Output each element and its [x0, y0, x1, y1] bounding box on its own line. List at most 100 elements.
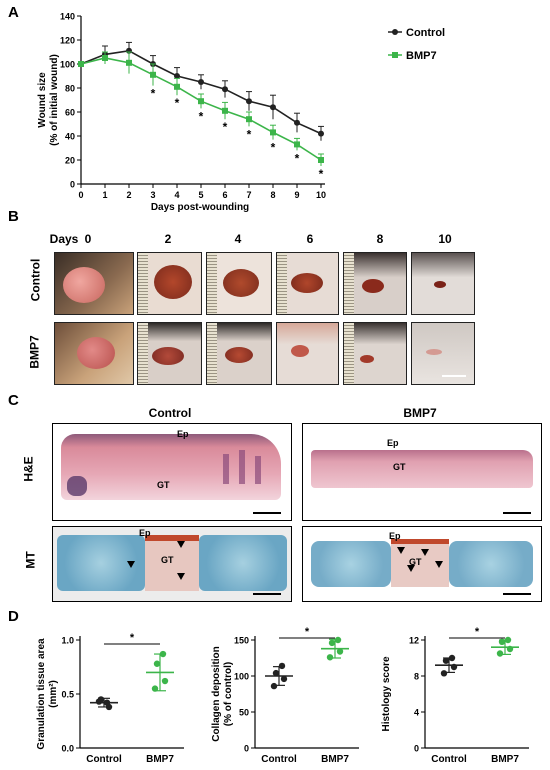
label-epidermis: Ep	[177, 429, 189, 439]
data-point	[506, 645, 514, 653]
x-tick-label: 10	[316, 190, 326, 200]
data-point-bmp7	[174, 83, 180, 90]
significance-marker: *	[130, 632, 135, 644]
data-point	[272, 669, 280, 677]
x-tick-label: 3	[150, 190, 155, 200]
y-tick-label: 100	[234, 672, 249, 682]
significance-marker: *	[319, 167, 324, 181]
scatter-plot-1: 0.0 0.5 1.0 Control BMP7 Granulation tissue a…	[36, 632, 184, 765]
label-granulation-tissue: GT	[409, 557, 422, 567]
data-point	[151, 685, 159, 692]
scale-bar	[253, 593, 281, 595]
arrowhead-icon	[177, 573, 185, 580]
significance-marker: *	[175, 96, 180, 110]
scale-bar	[503, 512, 531, 514]
y-tick-label: 80	[65, 84, 75, 94]
data-point	[97, 696, 105, 703]
y-axis-label: Histology score	[381, 656, 392, 731]
scale-bar	[442, 375, 466, 377]
arrowhead-icon	[421, 549, 429, 556]
panel-letter-c: C	[8, 392, 19, 409]
data-point	[440, 670, 448, 677]
legend-entry-bmp7: BMP7	[406, 50, 437, 62]
y-tick-label: 120	[60, 36, 75, 46]
data-point	[161, 677, 169, 685]
label-epidermis: Ep	[139, 528, 151, 538]
data-point	[278, 662, 286, 670]
photo-bmp7-day8	[343, 322, 407, 385]
data-point	[334, 636, 342, 644]
photo-control-day8	[343, 252, 407, 315]
photo-control-day10	[411, 252, 475, 315]
data-point-bmp7	[294, 141, 300, 148]
histology-mt-bmp7: Ep GT	[302, 526, 542, 602]
label-epidermis: Ep	[387, 438, 399, 448]
data-point-bmp7	[198, 98, 204, 105]
data-point-bmp7	[150, 71, 156, 78]
data-point	[103, 699, 111, 706]
category-label: BMP7	[491, 754, 519, 765]
label-granulation-tissue: GT	[161, 555, 174, 565]
y-tick-label: 150	[234, 636, 249, 646]
data-point	[496, 650, 504, 657]
data-point-bmp7	[246, 116, 252, 123]
significance-marker: *	[223, 120, 228, 134]
legend: Control BMP7	[388, 27, 445, 62]
scale-bar	[253, 512, 281, 514]
day-label-6: 6	[306, 232, 314, 246]
photo-bmp7-day6	[276, 322, 339, 385]
histology-he-bmp7: Ep GT	[302, 423, 542, 521]
y-tick-label: 8	[414, 672, 419, 682]
scale-bar	[503, 593, 531, 595]
y-tick-label: 0.0	[61, 744, 74, 754]
x-tick-label: 7	[246, 190, 251, 200]
y-tick-label: 0	[414, 744, 419, 754]
x-tick-label: 9	[294, 190, 299, 200]
scatter-plot-3: 0 4 8 12 Control BMP7 Histology score *	[381, 626, 529, 765]
x-tick-label: 8	[270, 190, 275, 200]
scatter-plot-2: 0 50 100 150 Control BMP7 Collagen deposition(…	[211, 626, 359, 765]
data-point-control	[294, 119, 300, 126]
histology-column-control: Control	[148, 406, 192, 420]
histology-row-he: H&E	[21, 456, 36, 482]
significance-marker: *	[151, 87, 156, 101]
data-point	[336, 648, 344, 655]
photo-bmp7-day4	[206, 322, 272, 385]
data-point	[328, 639, 336, 647]
data-point-bmp7	[318, 157, 324, 163]
data-point	[448, 654, 456, 662]
data-point-control	[198, 79, 204, 85]
photo-control-day4	[206, 252, 272, 315]
category-label: Control	[86, 754, 122, 765]
x-tick-label: 1	[102, 190, 107, 200]
y-axis-label-unit: (% of control)	[223, 662, 234, 726]
x-tick-label: 4	[174, 190, 179, 200]
panel-letter-a: A	[8, 4, 19, 21]
y-axis-label: Wound size	[37, 72, 48, 128]
x-tick-label: 2	[126, 190, 131, 200]
wound-size-line-chart: Wound size (% of initial wound) Days pos…	[37, 12, 445, 214]
histology-column-bmp7: BMP7	[403, 406, 437, 420]
y-axis-label: Collagen deposition	[211, 646, 222, 742]
photo-bmp7-day0	[54, 322, 134, 385]
data-point	[326, 654, 334, 661]
day-label-4: 4	[234, 232, 242, 246]
photo-bmp7-day2	[137, 322, 202, 385]
significance-marker: *	[271, 141, 276, 155]
photo-bmp7-day10	[411, 322, 475, 385]
data-point	[159, 650, 167, 658]
data-point-control	[270, 104, 276, 111]
panel-letter-d: D	[8, 608, 19, 625]
data-point-bmp7	[270, 129, 276, 136]
data-point	[504, 636, 512, 644]
significance-marker: *	[295, 151, 300, 165]
data-point	[270, 682, 278, 690]
data-point-bmp7	[222, 107, 228, 114]
arrowhead-icon	[177, 541, 185, 548]
data-point-control	[318, 130, 324, 137]
data-point-bmp7	[78, 61, 84, 67]
arrowhead-icon	[435, 561, 443, 568]
data-point	[442, 657, 450, 664]
arrowhead-icon	[127, 561, 135, 568]
photo-control-day6	[276, 252, 339, 315]
